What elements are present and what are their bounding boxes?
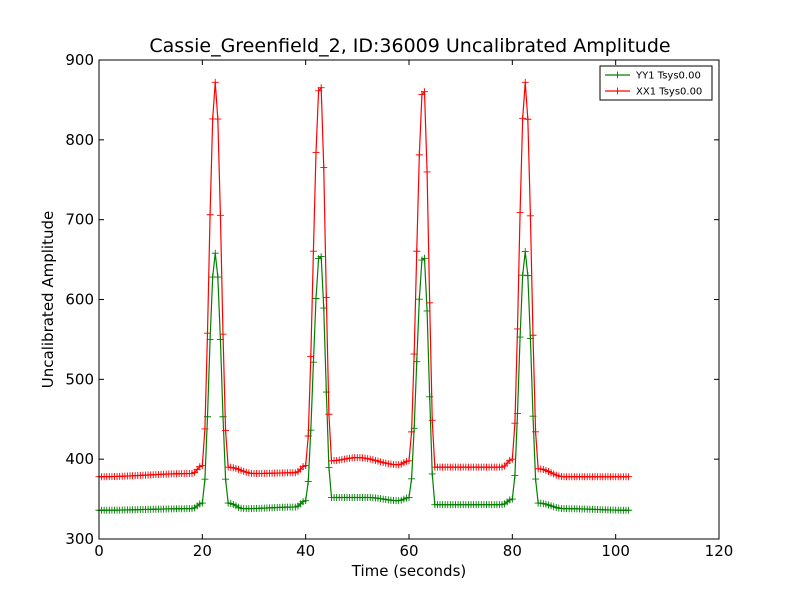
data-point [532,475,540,483]
x-tick-label: 60 [399,542,418,560]
data-point [206,211,214,219]
x-tick-label: 80 [503,542,522,560]
data-point [415,295,423,303]
data-point [312,294,320,302]
data-point [405,493,413,501]
data-point [198,462,206,470]
data-point [511,471,519,479]
data-point [211,249,219,257]
x-tick-label: 20 [193,542,212,560]
data-point [532,428,540,436]
data-point [325,410,333,418]
data-point [211,78,219,86]
data-point [408,428,416,436]
data-point [625,506,633,514]
data-point [428,416,436,424]
x-tick-label: 40 [296,542,315,560]
data-point [428,470,436,478]
legend-entry: XX1 Tsys0.00 [636,87,702,98]
data-point [214,273,222,281]
data-point [521,78,529,86]
data-point [408,475,416,483]
data-point [526,212,534,220]
data-point [415,151,423,159]
legend-box [599,65,713,101]
data-point [325,463,333,471]
data-point [423,168,431,176]
legend: YY1 Tsys0.00 XX1 Tsys0.00 [599,65,713,101]
x-tick-label: 120 [705,542,734,560]
legend-entry: YY1 Tsys0.00 [635,71,701,82]
data-point [222,475,230,483]
x-axis: 0 20 40 60 80 100 120 [94,60,733,560]
data-point [317,253,325,261]
data-point [524,115,532,123]
y-tick-label: 700 [65,211,94,229]
data-point [317,84,325,92]
data-point [201,475,209,483]
data-point [413,247,421,255]
y-tick-label: 600 [65,291,94,309]
data-point [304,478,312,486]
data-point [219,330,227,338]
data-point [426,299,434,307]
y-tick-label: 400 [65,450,94,468]
data-point [410,350,418,358]
y-tick-label: 500 [65,370,94,388]
legend-marker [614,71,621,79]
data-point [508,495,516,503]
data-point [302,462,310,470]
data-point [322,293,330,301]
plot-area [95,59,720,540]
data-point [201,425,209,433]
data-point [508,455,516,463]
data-point [222,426,230,434]
data-point [302,497,310,505]
data-point [421,88,428,96]
y-tick-label: 800 [65,131,94,149]
data-point [521,248,529,256]
data-point [405,457,413,465]
data-point [516,209,524,217]
data-point [519,114,527,122]
data-point [529,331,537,339]
data-point [511,419,519,427]
x-axis-label: Time (seconds) [351,562,467,580]
data-point [309,247,317,255]
data-point [514,325,521,333]
data-point [524,272,532,280]
data-point [198,499,206,507]
data-point [204,329,211,337]
data-point [304,432,312,440]
data-point [312,149,320,157]
series-1 [95,248,633,514]
x-tick-label: 0 [94,542,104,560]
chart-title: Cassie_Greenfield_2, ID:36009 Uncalibrat… [149,35,670,57]
series-2 [95,78,633,481]
legend-marker [614,87,621,95]
series-layer [95,78,633,514]
data-point [214,115,222,123]
plot-background [99,60,719,539]
y-axis: 300 400 500 600 700 800 900 [65,51,719,548]
x-tick-label: 100 [601,542,630,560]
data-point [307,352,315,360]
data-point [216,211,224,219]
data-point [421,254,428,262]
data-point [320,163,328,171]
y-tick-label: 900 [65,51,94,69]
y-axis-label: Uncalibrated Amplitude [39,211,57,388]
y-tick-label: 300 [65,530,94,548]
data-point [625,473,633,481]
